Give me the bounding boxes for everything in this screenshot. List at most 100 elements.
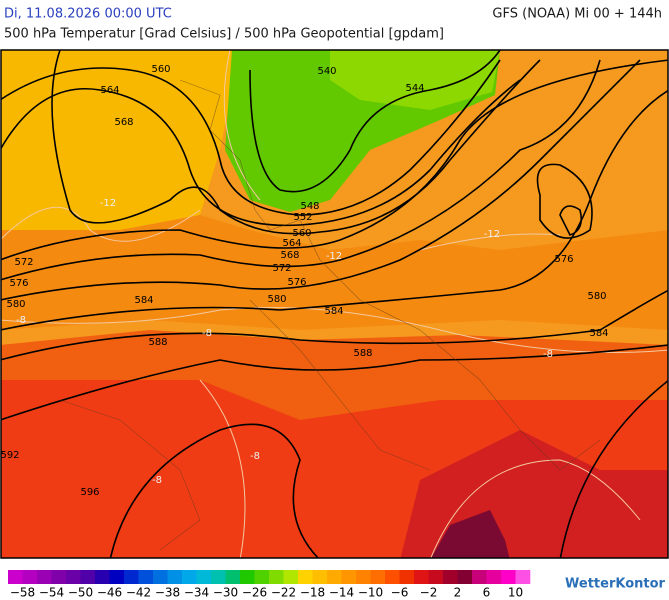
colorbar-swatch xyxy=(515,570,531,584)
colorbar-swatch xyxy=(22,570,38,584)
temp-band xyxy=(1,215,668,330)
colorbar-label: −2 xyxy=(420,586,438,600)
contour-labels: 560 564 568 540 544 548 552 560 564 568 … xyxy=(0,64,608,498)
colorbar-label: 10 xyxy=(508,586,523,600)
contour-label: 580 xyxy=(267,294,286,305)
colorbar-label: 2 xyxy=(454,586,462,600)
colorbar-swatch xyxy=(443,570,458,584)
colorbar-label: −14 xyxy=(329,586,354,600)
contour-label: 572 xyxy=(272,263,291,274)
colorbar-swatch xyxy=(182,570,197,584)
colorbar-swatch xyxy=(254,570,270,584)
colorbar-label: −38 xyxy=(155,586,180,600)
colorbar-label: −42 xyxy=(126,586,151,600)
temperature-label: -8 xyxy=(16,315,26,326)
temperature-label: -12 xyxy=(484,229,500,240)
colorbar-swatch xyxy=(211,570,226,584)
colorbar-swatch xyxy=(80,570,96,584)
contour-label: 564 xyxy=(282,238,301,249)
colorbar-label: −26 xyxy=(242,586,267,600)
colorbar-label: −58 xyxy=(10,586,35,600)
colorbar-swatch xyxy=(8,570,23,584)
contour-label: 584 xyxy=(324,306,343,317)
colorbar-swatch xyxy=(167,570,183,584)
temperature-label: -8 xyxy=(250,451,260,462)
temperature-label: -8 xyxy=(202,328,212,339)
colorbar-swatch xyxy=(196,570,212,584)
colorbar-swatch xyxy=(240,570,255,584)
colorbar-label: −22 xyxy=(271,586,296,600)
contour-label: 576 xyxy=(554,254,573,265)
colorbar-label: −18 xyxy=(300,586,325,600)
contour-label: 548 xyxy=(300,201,319,212)
colorbar-swatch xyxy=(327,570,342,584)
contour-label: 552 xyxy=(293,212,312,223)
subtitle: 500 hPa Temperatur [Grad Celsius] / 500 … xyxy=(4,27,444,42)
contour-label: 580 xyxy=(6,299,25,310)
coastlines xyxy=(59,79,601,551)
geopotential-isolines xyxy=(1,50,668,558)
contour-label: 564 xyxy=(100,85,119,96)
cold-area-light xyxy=(330,50,500,110)
colorbar-swatch xyxy=(414,570,429,584)
temperature-label: -8 xyxy=(543,349,553,360)
colorbar-swatch xyxy=(138,570,154,584)
contour-label: 588 xyxy=(148,337,167,348)
temperature-labels: -12 -12 -12 -8 -8 -8 -8 -8 xyxy=(16,198,553,486)
colorbar-label: −10 xyxy=(358,586,383,600)
colorbar-swatch xyxy=(486,570,502,584)
contour-label: 540 xyxy=(317,66,336,77)
colorbar-swatch xyxy=(370,570,386,584)
colorbar-label: −50 xyxy=(68,586,93,600)
colorbar-label: −30 xyxy=(213,586,238,600)
colorbar-swatch xyxy=(283,570,299,584)
colorbar-swatch xyxy=(385,570,400,584)
colorbar-swatch xyxy=(269,570,284,584)
contour-label: 560 xyxy=(292,228,311,239)
colorbar-swatch xyxy=(356,570,371,584)
colorbar-label: −34 xyxy=(184,586,209,600)
map-frame xyxy=(0,49,669,559)
contour-label: 584 xyxy=(589,328,608,339)
contour-label: 596 xyxy=(80,487,99,498)
colorbar-swatch xyxy=(399,570,415,584)
colorbar-swatch xyxy=(312,570,328,584)
hottest-area xyxy=(431,510,510,558)
logo: WetterKontor xyxy=(565,577,666,592)
colorbar-swatch xyxy=(66,570,81,584)
colorbar-label: −54 xyxy=(39,586,64,600)
map: 560 564 568 540 544 548 552 560 564 568 … xyxy=(0,49,669,559)
contour-label: 560 xyxy=(151,64,170,75)
temp-isoline xyxy=(1,50,668,558)
colorbar-swatch xyxy=(225,570,241,584)
colorbar-swatch xyxy=(501,570,516,584)
date: Di, 11.08.2026 00:00 UTC xyxy=(4,7,172,22)
temperature-label: -12 xyxy=(326,251,342,262)
colorbar-swatch xyxy=(153,570,168,584)
colorbar-swatch xyxy=(51,570,67,584)
colorbar-swatch xyxy=(109,570,125,584)
contour-label: 576 xyxy=(287,277,306,288)
colorbar-swatch xyxy=(341,570,357,584)
contour-label: 568 xyxy=(280,250,299,261)
colorbar-swatch xyxy=(37,570,52,584)
colorbar-label: −46 xyxy=(97,586,122,600)
colorbar-swatch xyxy=(457,570,473,584)
temperature-label: -12 xyxy=(100,198,116,209)
contour-label: 580 xyxy=(587,291,606,302)
colorbar-swatch xyxy=(124,570,139,584)
temperature-label: -8 xyxy=(152,475,162,486)
contour-label: 592 xyxy=(0,450,19,461)
colorbar: −58 −54 −50 −46 −42 −38 −34 −30 −26 −22 −18 −14 −10−… xyxy=(8,570,531,600)
contour-label: 584 xyxy=(134,295,153,306)
contour-label: 544 xyxy=(405,83,424,94)
colorbar-label: −6 xyxy=(391,586,409,600)
colorbar-swatch xyxy=(95,570,110,584)
contour-label: 572 xyxy=(14,257,33,268)
contour-label: 568 xyxy=(114,117,133,128)
colorbar-swatch xyxy=(298,570,313,584)
model: GFS (NOAA) Mi 00 + 144h xyxy=(492,7,662,22)
colorbar-swatch xyxy=(428,570,444,584)
colorbar-swatch xyxy=(472,570,487,584)
